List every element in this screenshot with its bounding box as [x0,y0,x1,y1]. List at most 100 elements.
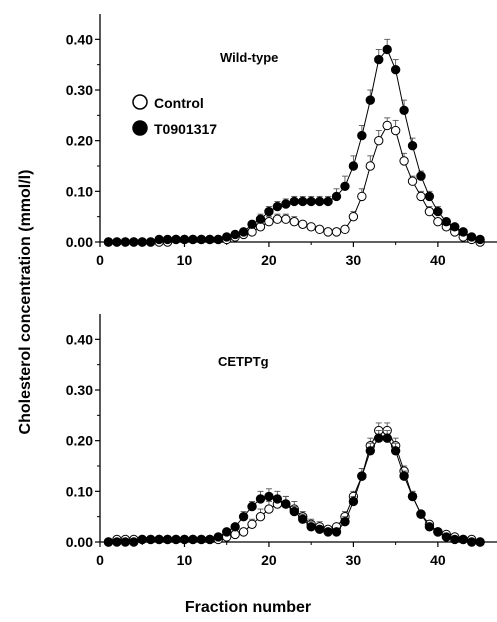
data-point-treated [222,527,232,537]
data-point-treated [306,196,316,207]
data-point-treated [348,161,359,171]
data-point-treated [145,534,156,545]
data-point-treated [357,130,367,141]
data-point-treated [314,196,325,207]
y-tick-label: 0.40 [66,31,93,47]
data-point-treated [399,105,409,115]
series-treated [103,430,485,547]
y-tick-label: 0.10 [66,483,93,499]
data-point-treated [213,532,223,542]
data-point-control [390,125,401,136]
x-tick-label: 10 [177,552,193,568]
series-treated [103,38,485,247]
x-tick-label: 30 [346,552,362,568]
data-point-treated [247,219,257,229]
data-point-treated [458,227,468,237]
data-point-control [382,120,392,131]
data-point-treated [475,234,485,245]
data-point-control [323,227,333,237]
data-point-treated [306,522,316,532]
data-point-treated [390,65,401,75]
data-point-treated [103,237,114,247]
data-point-treated [230,522,240,532]
data-point-treated [162,234,173,245]
data-point-control [424,206,435,217]
data-point-treated [120,237,131,247]
panel-cetptg: 0.00 0.10 0.20 0.30 0.40 0 10 20 30 40 CETPTg [66,314,497,568]
series-line-control [108,430,481,543]
data-point-treated [424,191,435,202]
data-point-treated [289,196,299,207]
y-axis-title: Cholesterol concentration (mmol/l) [17,170,34,435]
data-point-treated [205,234,215,245]
x-tick-label: 30 [346,252,362,268]
data-point-treated [382,44,392,55]
data-point-treated [466,537,477,547]
data-point-treated [154,534,164,545]
data-point-treated [323,527,333,537]
data-point-treated [188,534,198,545]
data-point-control [264,217,274,227]
data-point-control [331,227,342,237]
y-tick-label: 0.00 [66,234,93,250]
data-point-treated [154,234,164,245]
data-point-treated [238,227,249,237]
series-line-treated [108,437,481,543]
data-point-treated [179,534,190,545]
data-point-treated [137,534,147,545]
data-point-control [433,217,443,227]
data-point-treated [441,532,452,542]
data-point-treated [340,517,350,527]
legend: Control T0901317 [132,94,217,137]
data-point-treated [399,471,409,481]
data-point-control [357,191,367,202]
data-point-treated [272,201,283,212]
data-point-control [416,191,426,202]
data-point-control [255,511,266,522]
data-point-treated [475,537,485,547]
data-point-control [365,161,375,171]
data-point-treated [162,534,173,545]
data-point-treated [188,234,198,245]
data-point-treated [179,234,190,245]
data-point-treated [340,181,350,191]
data-point-control [306,222,316,232]
data-point-treated [450,222,460,232]
data-point-control [272,214,283,224]
data-point-control [238,527,249,537]
data-point-treated [103,537,114,547]
data-point-control [407,176,418,186]
data-point-treated [365,446,375,456]
data-point-treated [390,446,401,456]
data-point-treated [314,524,325,535]
data-point-treated [382,433,392,443]
data-point-treated [230,229,240,240]
data-point-treated [466,232,477,242]
data-point-treated [247,501,257,512]
legend-control-label: Control [154,95,204,111]
legend-treated-marker [132,120,148,136]
data-point-treated [213,234,223,245]
x-tick-label: 20 [261,252,277,268]
data-point-control [348,211,359,222]
data-point-treated [365,95,375,105]
y-tick-label: 0.00 [66,534,93,550]
data-point-treated [272,494,283,504]
data-point-treated [298,196,308,207]
data-point-treated [196,534,207,545]
data-point-control [264,504,274,514]
data-point-control [399,156,409,166]
legend-treated-label: T0901317 [154,121,217,137]
data-point-control [374,135,384,146]
data-point-treated [323,196,333,207]
panel-wild-type: 0.00 0.10 0.20 0.30 0.40 0 10 20 30 40 Wild-type [66,14,497,268]
data-point-treated [145,237,156,247]
data-point-treated [416,171,426,181]
x-tick-label: 10 [177,252,193,268]
data-point-treated [450,534,460,545]
x-tick-label: 40 [430,252,446,268]
panel-title-wild-type: Wild-type [220,50,278,65]
data-point-treated [171,534,181,545]
data-point-treated [289,506,299,517]
